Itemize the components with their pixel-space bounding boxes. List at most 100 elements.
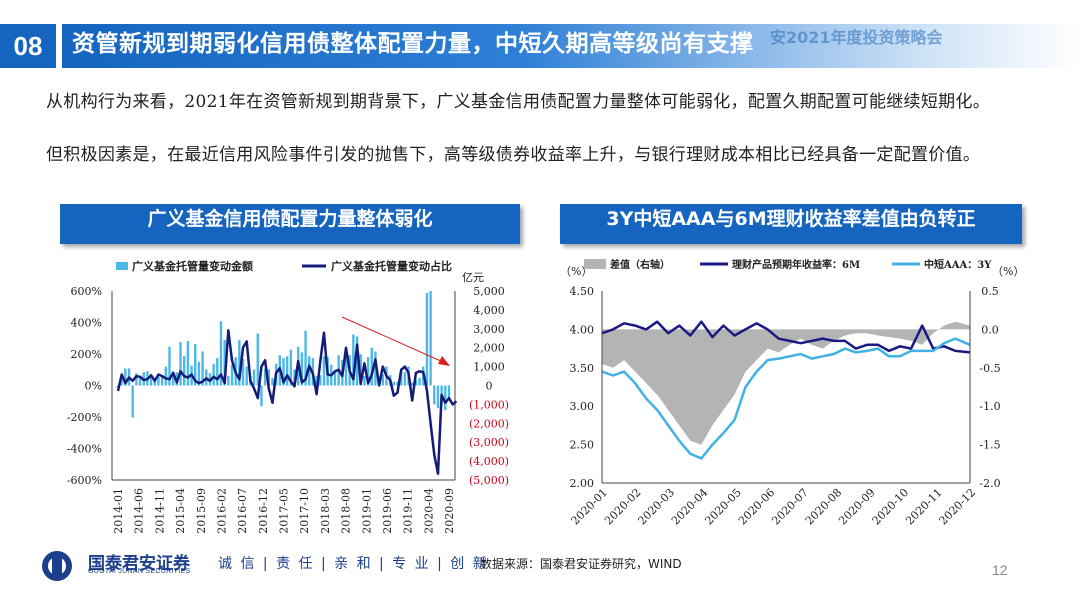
bar-amount [363,376,366,386]
y-left-tick-label: 400% [71,317,102,330]
y-right-tick-label: -1.0 [979,400,1000,413]
bar-amount [252,369,256,386]
legend-label-aaa: 中短AAA：3Y [924,258,992,271]
bar-amount [160,375,164,386]
paragraph-2: 但积极因素是，在最近信用风险事件引发的抛售下，高等级债券收益率上升，与银行理财成… [46,145,981,165]
page-number: 12 [992,562,1008,578]
legend-label-wm: 理财产品预期年收益率：6M [732,258,860,271]
y-left-tick-label: 2.00 [570,477,595,490]
y-left-tick-label: -200% [67,411,102,424]
bar-amount [392,381,396,386]
bar-amount [425,292,429,386]
x-tick-label: 2016-02 [215,488,228,534]
x-tick-label: 2018-08 [340,488,353,534]
bar-amount [219,321,223,386]
bar-amount [245,366,248,386]
bar-amount [230,364,234,386]
x-tick-label: 2017-10 [298,488,311,534]
bar-amount [436,385,440,409]
bar-amount [157,376,160,386]
x-tick-label: 2017-05 [278,488,291,534]
bar-amount [168,346,171,386]
bar-amount [267,369,270,386]
bar-amount [429,291,432,386]
bar-amount [256,333,259,386]
bar-amount [241,359,245,386]
y-right-tick-label: (5,000) [469,474,509,487]
bar-amount [194,343,197,386]
bar-amount [308,356,311,386]
bar-amount [396,381,399,386]
y-left-tick-label: 3.50 [570,362,595,375]
legend-swatch-diff [584,259,606,269]
y-left-tick-label: 2.50 [570,439,595,452]
chart-1-title: 广义基金信用债配置力量整体弱化 [60,204,520,244]
bar-amount [293,369,296,386]
x-tick-label: 2019-01 [360,488,373,534]
legend-label-line: 广义基金托管量变动占比 [331,259,452,273]
x-tick-label: 2020-12 [937,486,979,528]
bar-amount [315,376,318,386]
x-tick-label: 2014-01 [112,488,125,534]
y-right-tick-label: 3,000 [473,323,505,336]
company-name: 国泰君安证券 [88,554,190,574]
legend-label-bars: 广义基金托管量变动金额 [132,259,253,273]
bar-amount [285,356,289,386]
y-right-tick-label: -1.5 [979,439,1000,452]
bar-amount [300,352,304,386]
x-tick-label: 2019-06 [381,488,394,534]
y-right-tick-label: 1,000 [473,361,505,374]
y-right-tick-label: 0.0 [981,323,999,336]
y-left-tick-label: -600% [67,474,102,487]
y-left-tick-label: 4.00 [570,323,595,336]
bar-amount [359,354,362,386]
bar-amount [447,385,451,399]
bar-amount [186,341,190,386]
bar-amount [138,377,142,386]
section-number: 08 [0,24,56,68]
bar-amount [344,355,348,386]
y-right-tick-label: 5,000 [473,285,505,298]
y-left-tick-label: -400% [67,443,102,456]
bar-amount [433,385,436,405]
company-slogan: 诚 信 | 责 任 | 亲 和 | 专 业 | 创 新 [218,556,489,572]
bar-amount [223,340,226,386]
bar-amount [370,347,373,386]
x-tick-label: 2014-11 [153,488,166,534]
bar-amount [227,376,230,386]
data-source: 数据来源：国泰君安证券研究，WIND [480,557,682,571]
bar-amount [282,358,285,386]
bar-amount [414,379,418,386]
x-tick-label: 2015-04 [174,488,187,534]
bar-amount [322,356,326,386]
bar-amount [411,382,414,386]
bar-amount [149,374,153,386]
bar-amount [238,340,241,386]
bar-amount [289,349,293,386]
trend-arrow-head [438,356,450,366]
x-tick-label: 2020-09 [443,488,456,534]
bar-amount [120,379,123,386]
y-left-tick-label: 3.00 [570,400,595,413]
line-wm-6m [601,320,971,354]
bar-amount [197,361,201,386]
x-tick-label: 2019-11 [402,488,415,534]
bar-amount [333,372,337,386]
y-left-tick-label: 0% [85,380,102,393]
bar-amount [179,342,182,386]
bar-amount [153,379,156,386]
bar-amount [418,377,421,386]
x-tick-label: 2016-12 [257,488,270,534]
y-right-unit: 亿元 [462,271,484,284]
bar-amount [271,377,274,386]
bar-amount [201,351,204,386]
bar-amount [260,385,263,407]
bar-amount [216,358,219,386]
y-right-tick-label: -2.0 [979,477,1000,490]
x-tick-label: 2020-04 [422,488,435,534]
bar-amount [212,363,215,386]
bar-amount [263,368,267,386]
y-right-tick-label: 0.5 [981,285,999,298]
x-tick-label: 2015-09 [195,488,208,534]
